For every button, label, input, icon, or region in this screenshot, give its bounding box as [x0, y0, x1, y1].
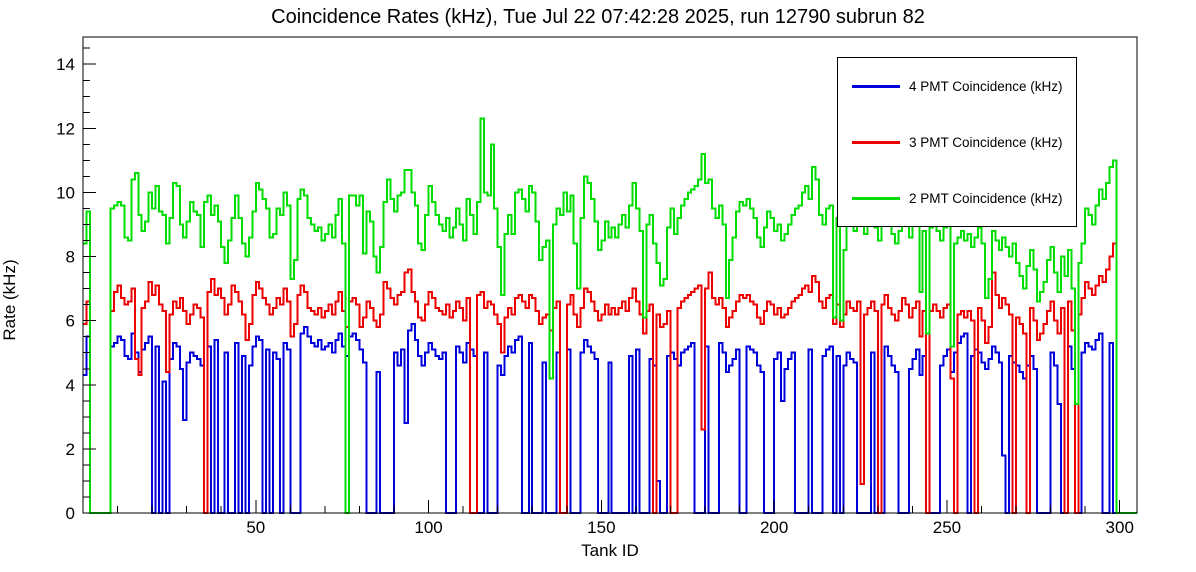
tick-label: 12	[56, 119, 75, 138]
legend-entry-2pmt: 2 PMT Coincidence (kHz)	[838, 170, 1076, 225]
tick-label: 6	[66, 312, 75, 331]
legend-entry-3pmt: 3 PMT Coincidence (kHz)	[838, 114, 1076, 169]
tick-label: 300	[1106, 518, 1134, 537]
legend-box: 4 PMT Coincidence (kHz) 3 PMT Coincidenc…	[837, 57, 1077, 227]
tick-label: 4	[66, 376, 75, 395]
series-path-2pmt	[83, 117, 1137, 514]
tick-label: 150	[587, 518, 615, 537]
legend-line-2pmt-icon	[852, 196, 900, 200]
tick-label: 2	[66, 440, 75, 459]
tick-label: 50	[246, 518, 265, 537]
tick-label: 100	[414, 518, 442, 537]
x-axis-title: Tank ID	[581, 541, 639, 560]
legend-label-4pmt: 4 PMT Coincidence (kHz)	[909, 78, 1063, 94]
legend-label-3pmt: 3 PMT Coincidence (kHz)	[909, 134, 1063, 150]
tick-label: 8	[66, 248, 75, 267]
plot-frame	[82, 36, 1138, 514]
tick-label: 10	[56, 183, 75, 202]
tick-label: 250	[933, 518, 961, 537]
legend-entry-4pmt: 4 PMT Coincidence (kHz)	[838, 58, 1076, 113]
tick-label: 14	[56, 55, 75, 74]
plot-title: Coincidence Rates (kHz), Tue Jul 22 07:4…	[271, 6, 925, 28]
legend-label-2pmt: 2 PMT Coincidence (kHz)	[909, 190, 1063, 206]
legend-line-4pmt-icon	[852, 84, 900, 88]
legend-line-3pmt-icon	[852, 140, 900, 144]
tick-label: 200	[760, 518, 788, 537]
series-path-4pmt	[83, 322, 1137, 514]
tick-label: 0	[66, 504, 75, 523]
